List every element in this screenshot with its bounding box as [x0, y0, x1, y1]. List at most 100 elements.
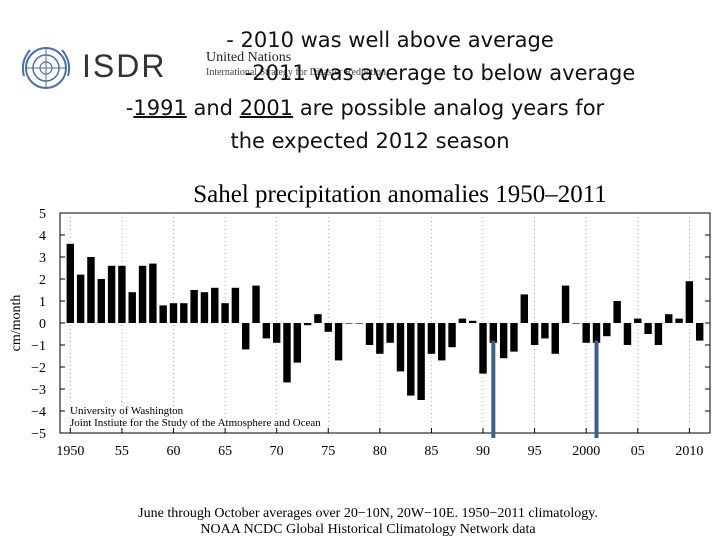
x-tick-label-1955: 55 [115, 444, 129, 459]
footnote-1: June through October averages over 20−10… [138, 506, 598, 521]
bar-1999 [572, 323, 580, 324]
bar-1983 [407, 323, 415, 396]
analog-year-1991: 1991 [133, 96, 187, 120]
analog-year-2001: 2001 [239, 96, 294, 120]
bar-1950 [66, 243, 75, 323]
headline-2011: -2011 was average to below average [244, 61, 636, 85]
x-tick-label-1970: 70 [270, 444, 284, 459]
bar-2009 [675, 318, 683, 323]
bar-1955 [118, 265, 126, 323]
un-emblem-icon [21, 47, 71, 89]
bar-2000 [582, 323, 590, 343]
y-tick-label-2: 3 [39, 251, 46, 266]
bar-1960 [169, 303, 178, 323]
bar-1957 [138, 265, 147, 323]
headline-expected-season: the expected 2012 season [230, 129, 510, 153]
bar-1985 [427, 323, 436, 354]
bar-1951 [76, 274, 85, 323]
headline-rest: are possible analog years for [293, 96, 605, 120]
bar-1963 [200, 292, 209, 323]
bar-1993 [510, 323, 518, 352]
x-tick-label-2000: 2000 [572, 444, 600, 459]
y-tick-label-7: −2 [31, 361, 46, 376]
bar-1978 [355, 323, 363, 324]
headline-2010: - 2010 was well above average [226, 28, 554, 52]
bar-2008 [665, 314, 673, 323]
bar-2010 [685, 281, 694, 323]
bar-1954 [107, 265, 116, 323]
bar-1953 [97, 279, 105, 323]
un-org-name: United Nations [206, 50, 292, 65]
bar-1986 [438, 323, 446, 361]
bar-1970 [272, 323, 281, 343]
bar-2007 [654, 323, 663, 345]
headline-dash: - [125, 96, 134, 120]
bar-1959 [159, 305, 167, 323]
bar-1989 [468, 320, 477, 323]
y-tick-label-10: −5 [31, 427, 46, 442]
credit-line-2: Joint Instiute for the Study of the Atmo… [70, 417, 321, 429]
bar-1961 [180, 303, 188, 323]
y-tick-label-0: 5 [39, 207, 46, 222]
bar-1987 [448, 323, 456, 348]
bar-1972 [293, 323, 302, 363]
bar-1982 [396, 323, 405, 372]
x-tick-label-1985: 85 [424, 444, 438, 459]
bar-2006 [644, 323, 652, 334]
bar-1973 [303, 323, 312, 326]
bar-1980 [376, 323, 384, 354]
bar-1995 [530, 323, 539, 345]
bar-1968 [252, 285, 260, 323]
x-tick-label-1975: 75 [321, 444, 335, 459]
bar-1975 [324, 323, 332, 332]
bar-2002 [603, 323, 611, 337]
bar-1981 [386, 323, 394, 343]
bar-1977 [345, 323, 353, 324]
y-tick-label-4: 1 [39, 295, 46, 310]
x-tick-label-1980: 80 [373, 444, 387, 459]
bar-2001 [592, 323, 601, 343]
bar-1990 [479, 323, 487, 374]
bar-1962 [190, 290, 198, 323]
isdr-acronym: ISDR [82, 48, 167, 84]
bar-1958 [149, 263, 157, 323]
bar-1976 [334, 323, 343, 361]
bar-2004 [623, 323, 632, 345]
y-axis-label: cm/month [9, 295, 24, 352]
headline-and: and [186, 96, 240, 120]
bar-1988 [458, 318, 467, 323]
bar-1952 [87, 257, 95, 323]
y-tick-label-1: 4 [39, 229, 46, 244]
bar-1956 [128, 292, 136, 323]
bar-1991 [489, 323, 498, 343]
y-tick-label-5: 0 [39, 317, 46, 332]
y-tick-label-8: −3 [31, 383, 46, 398]
x-tick-label-2005: 05 [631, 444, 645, 459]
y-tick-label-3: 2 [39, 273, 46, 288]
bar-2005 [634, 318, 642, 323]
bar-1979 [365, 323, 374, 345]
x-tick-label-1995: 95 [528, 444, 542, 459]
y-tick-label-6: −1 [31, 339, 46, 354]
bar-1967 [242, 323, 250, 350]
bar-1996 [541, 323, 549, 339]
un-org-subtitle: International Strategy for Disaster Redu… [206, 67, 386, 78]
chart-title: Sahel precipitation anomalies 1950–2011 [193, 181, 607, 208]
bar-1974 [314, 314, 322, 323]
x-tick-label-1960: 60 [166, 444, 180, 459]
sahel-precip-chart: Sahel precipitation anomalies 1950–2011 … [9, 181, 711, 537]
bar-1969 [262, 323, 271, 339]
bar-1965 [221, 303, 229, 323]
bar-2003 [613, 301, 621, 323]
bar-1997 [551, 323, 559, 354]
bar-1984 [417, 323, 425, 400]
bar-1964 [211, 287, 219, 323]
y-tick-label-9: −4 [31, 405, 46, 420]
headline-analog-years: -1991 and 2001 are possible analog years… [0, 98, 720, 119]
bar-1998 [561, 285, 570, 323]
footnote-2: NOAA NCDC Global Historical Climatology … [200, 522, 536, 537]
bar-1994 [520, 294, 528, 323]
bar-2011 [695, 323, 704, 341]
bar-1966 [231, 287, 240, 323]
credit-line-1: University of Washington [70, 405, 184, 417]
